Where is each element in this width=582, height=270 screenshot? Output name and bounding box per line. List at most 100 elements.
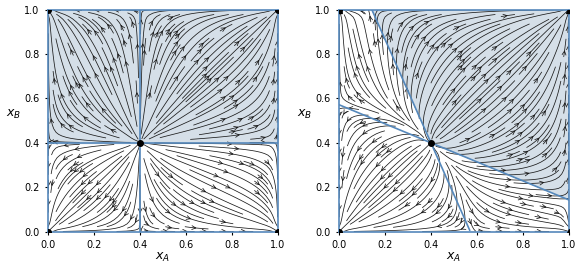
- FancyArrowPatch shape: [225, 184, 230, 188]
- FancyArrowPatch shape: [222, 230, 226, 233]
- FancyArrowPatch shape: [74, 168, 79, 172]
- FancyArrowPatch shape: [358, 146, 361, 150]
- FancyArrowPatch shape: [174, 77, 178, 81]
- FancyArrowPatch shape: [548, 194, 552, 198]
- FancyArrowPatch shape: [117, 54, 121, 58]
- FancyArrowPatch shape: [182, 56, 186, 60]
- FancyArrowPatch shape: [349, 106, 353, 110]
- FancyArrowPatch shape: [531, 115, 534, 119]
- FancyArrowPatch shape: [163, 229, 167, 233]
- FancyArrowPatch shape: [543, 140, 547, 144]
- FancyArrowPatch shape: [123, 41, 127, 45]
- FancyArrowPatch shape: [508, 207, 512, 211]
- FancyArrowPatch shape: [69, 125, 73, 129]
- FancyArrowPatch shape: [508, 154, 512, 157]
- FancyArrowPatch shape: [395, 49, 399, 53]
- FancyArrowPatch shape: [529, 137, 533, 141]
- FancyArrowPatch shape: [112, 203, 116, 207]
- FancyArrowPatch shape: [490, 134, 495, 138]
- FancyArrowPatch shape: [540, 181, 544, 185]
- FancyArrowPatch shape: [88, 30, 92, 34]
- FancyArrowPatch shape: [87, 195, 91, 199]
- FancyArrowPatch shape: [61, 124, 65, 128]
- FancyArrowPatch shape: [424, 42, 428, 46]
- FancyArrowPatch shape: [95, 31, 98, 35]
- FancyArrowPatch shape: [517, 221, 521, 224]
- FancyArrowPatch shape: [527, 52, 531, 56]
- FancyArrowPatch shape: [542, 153, 546, 157]
- FancyArrowPatch shape: [123, 207, 126, 211]
- FancyArrowPatch shape: [175, 34, 179, 38]
- FancyArrowPatch shape: [167, 33, 171, 37]
- FancyArrowPatch shape: [448, 213, 452, 217]
- FancyArrowPatch shape: [502, 97, 506, 102]
- FancyArrowPatch shape: [74, 161, 78, 165]
- FancyArrowPatch shape: [438, 224, 442, 228]
- FancyArrowPatch shape: [457, 56, 462, 60]
- FancyArrowPatch shape: [202, 74, 206, 78]
- FancyArrowPatch shape: [523, 109, 527, 113]
- FancyArrowPatch shape: [223, 169, 228, 173]
- FancyArrowPatch shape: [441, 43, 445, 47]
- FancyArrowPatch shape: [201, 200, 205, 204]
- FancyArrowPatch shape: [503, 14, 507, 18]
- FancyArrowPatch shape: [399, 22, 403, 27]
- FancyArrowPatch shape: [566, 65, 570, 69]
- FancyArrowPatch shape: [228, 142, 232, 146]
- FancyArrowPatch shape: [275, 79, 279, 83]
- FancyArrowPatch shape: [338, 130, 341, 134]
- FancyArrowPatch shape: [253, 77, 257, 81]
- FancyArrowPatch shape: [484, 80, 488, 84]
- FancyArrowPatch shape: [210, 199, 214, 202]
- FancyArrowPatch shape: [240, 47, 244, 51]
- FancyArrowPatch shape: [125, 211, 129, 215]
- FancyArrowPatch shape: [412, 186, 416, 190]
- FancyArrowPatch shape: [272, 56, 276, 60]
- FancyArrowPatch shape: [566, 121, 570, 125]
- FancyArrowPatch shape: [154, 59, 157, 63]
- FancyArrowPatch shape: [95, 74, 98, 78]
- FancyArrowPatch shape: [47, 182, 50, 186]
- FancyArrowPatch shape: [554, 210, 559, 213]
- FancyArrowPatch shape: [77, 154, 81, 158]
- FancyArrowPatch shape: [537, 230, 541, 233]
- FancyArrowPatch shape: [204, 58, 208, 62]
- FancyArrowPatch shape: [202, 230, 206, 233]
- FancyArrowPatch shape: [413, 191, 417, 195]
- FancyArrowPatch shape: [238, 119, 242, 122]
- FancyArrowPatch shape: [205, 76, 209, 80]
- FancyArrowPatch shape: [141, 44, 144, 48]
- FancyArrowPatch shape: [397, 106, 400, 110]
- FancyArrowPatch shape: [172, 51, 176, 55]
- FancyArrowPatch shape: [518, 196, 523, 200]
- FancyArrowPatch shape: [377, 39, 380, 43]
- FancyArrowPatch shape: [83, 173, 87, 177]
- FancyArrowPatch shape: [354, 73, 357, 77]
- FancyArrowPatch shape: [360, 155, 363, 159]
- FancyArrowPatch shape: [492, 47, 496, 50]
- FancyArrowPatch shape: [520, 104, 524, 109]
- FancyArrowPatch shape: [452, 101, 456, 105]
- FancyArrowPatch shape: [144, 221, 148, 225]
- FancyArrowPatch shape: [168, 17, 173, 20]
- FancyArrowPatch shape: [361, 10, 365, 14]
- FancyArrowPatch shape: [507, 178, 511, 181]
- FancyArrowPatch shape: [88, 180, 93, 184]
- FancyArrowPatch shape: [84, 117, 88, 121]
- FancyArrowPatch shape: [65, 143, 69, 147]
- FancyArrowPatch shape: [275, 117, 279, 120]
- FancyArrowPatch shape: [214, 78, 219, 82]
- FancyArrowPatch shape: [265, 160, 269, 164]
- FancyArrowPatch shape: [70, 167, 74, 171]
- FancyArrowPatch shape: [358, 55, 361, 59]
- FancyArrowPatch shape: [563, 103, 566, 107]
- FancyArrowPatch shape: [80, 168, 84, 172]
- FancyArrowPatch shape: [421, 37, 425, 41]
- FancyArrowPatch shape: [61, 94, 65, 98]
- FancyArrowPatch shape: [405, 202, 410, 206]
- FancyArrowPatch shape: [135, 93, 139, 97]
- FancyArrowPatch shape: [458, 51, 462, 55]
- FancyArrowPatch shape: [105, 68, 108, 72]
- FancyArrowPatch shape: [510, 131, 515, 135]
- FancyArrowPatch shape: [356, 66, 360, 70]
